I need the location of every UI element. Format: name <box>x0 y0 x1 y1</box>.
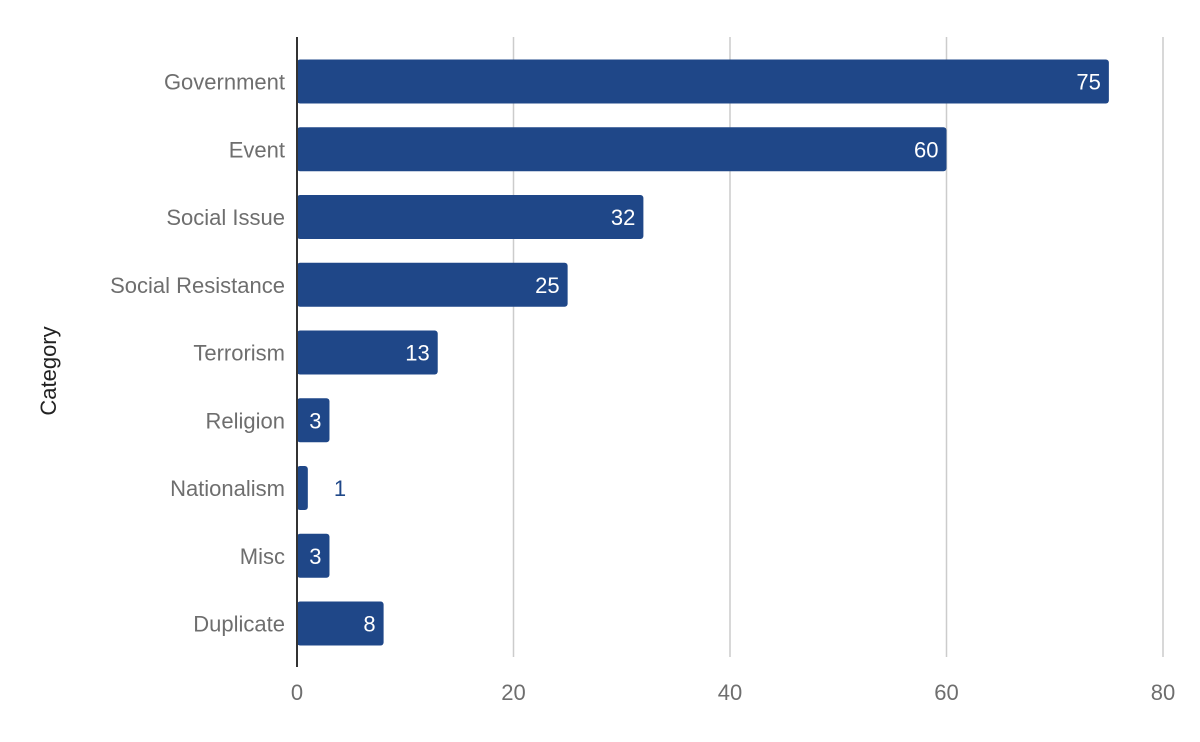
bar-terrorism <box>297 330 438 375</box>
x-tick-label-60: 60 <box>934 680 958 705</box>
bar-duplicate <box>297 601 384 646</box>
bar-misc <box>297 533 330 578</box>
category-labels: Government Event Social Issue Social Resist… <box>110 70 285 637</box>
category-label-nationalism: Nationalism <box>170 476 285 501</box>
x-tick-label-0: 0 <box>291 680 303 705</box>
bar-social-resistance <box>297 262 568 307</box>
category-label-social-resistance: Social Resistance <box>110 273 285 298</box>
x-tick-labels: 0 20 40 60 80 <box>291 680 1175 705</box>
value-label-terrorism: 13 <box>405 341 429 366</box>
bar-social-issue <box>297 195 644 239</box>
category-label-religion: Religion <box>206 408 286 433</box>
x-tick-label-40: 40 <box>718 680 742 705</box>
value-label-event: 60 <box>914 137 938 162</box>
value-label-nationalism: 1 <box>334 476 346 501</box>
bar-government <box>297 59 1109 104</box>
value-label-social-resistance: 25 <box>535 273 559 298</box>
bars <box>297 59 1109 646</box>
bar-nationalism <box>297 466 308 510</box>
value-label-social-issue: 32 <box>611 205 635 230</box>
category-label-social-issue: Social Issue <box>166 205 285 230</box>
bar-religion <box>297 398 330 443</box>
category-label-duplicate: Duplicate <box>193 612 285 637</box>
value-label-misc: 3 <box>309 544 321 569</box>
value-label-religion: 3 <box>309 408 321 433</box>
category-label-terrorism: Terrorism <box>193 341 285 366</box>
category-label-government: Government <box>164 70 285 95</box>
bar-event <box>297 127 947 172</box>
value-label-duplicate: 8 <box>363 612 375 637</box>
y-axis-title: Category <box>36 326 61 415</box>
x-tick-label-80: 80 <box>1151 680 1175 705</box>
value-label-government: 75 <box>1076 70 1100 95</box>
x-tick-label-20: 20 <box>501 680 525 705</box>
category-label-event: Event <box>229 137 285 162</box>
category-label-misc: Misc <box>240 544 285 569</box>
